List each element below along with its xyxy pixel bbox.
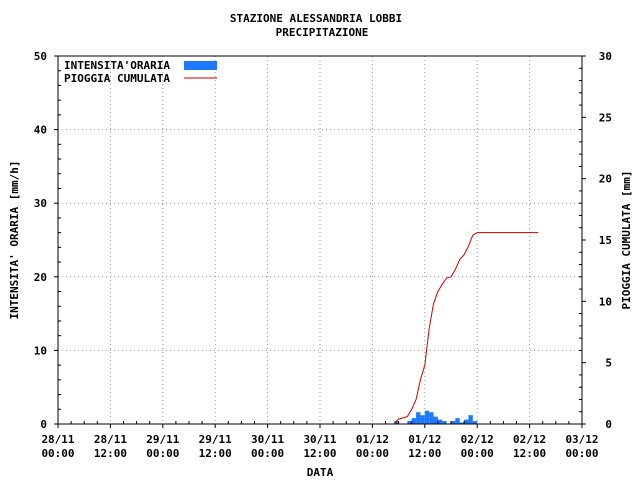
cumulative-line-layer: [393, 232, 539, 425]
x-tick-label-time: 00:00: [146, 447, 179, 460]
intensity-bar: [442, 421, 447, 424]
intensity-bar: [394, 421, 399, 424]
legend: INTENSITA'ORARIA PIOGGIA CUMULATA: [64, 59, 217, 85]
y-left-axis-label: INTENSITA' ORARIA [mm/h]: [8, 161, 21, 320]
x-tick-label-date: 29/11: [146, 433, 179, 446]
x-tick-label-date: 02/12: [461, 433, 494, 446]
y-left-tick-label: 40: [34, 124, 47, 137]
intensity-bars: [394, 410, 478, 424]
x-tick-label-date: 29/11: [199, 433, 232, 446]
intensity-bar: [437, 419, 443, 424]
y-left-tick-label: 50: [34, 50, 47, 63]
y-right-tick-label: 15: [599, 234, 612, 247]
intensity-bar: [451, 421, 456, 424]
intensity-bar: [459, 422, 465, 424]
x-tick-label-time: 12:00: [303, 447, 336, 460]
y-left-tick-label: 20: [34, 271, 47, 284]
y-right-axis-label: PIOGGIA CUMULATA [mm]: [620, 170, 633, 309]
intensity-bar: [429, 412, 434, 424]
x-tick-label-date: 30/11: [251, 433, 284, 446]
y-left-tick-label: 30: [34, 197, 47, 210]
y-right-tick-label: 0: [605, 418, 612, 431]
cumulative-line: [393, 232, 539, 425]
intensity-bar: [468, 415, 473, 424]
x-tick-label-time: 00:00: [41, 447, 74, 460]
intensity-bar: [433, 416, 438, 424]
y-right-tick-label: 10: [599, 295, 612, 308]
x-tick-label-time: 12:00: [94, 447, 127, 460]
x-tick-label-date: 28/11: [41, 433, 74, 446]
grid-lines: [58, 56, 582, 424]
y-left-tick-label: 10: [34, 344, 47, 357]
y-right-tick-label: 25: [599, 111, 612, 124]
intensity-bar: [411, 418, 417, 424]
legend-label-intensity: INTENSITA'ORARIA: [64, 59, 170, 72]
x-axis-label: DATA: [307, 466, 334, 479]
x-tick-label-time: 00:00: [565, 447, 598, 460]
x-tick-label-date: 03/12: [565, 433, 598, 446]
x-tick-label-time: 00:00: [356, 447, 389, 460]
y-right-tick-label: 30: [599, 50, 612, 63]
x-tick-label-time: 12:00: [199, 447, 232, 460]
intensity-bar: [424, 410, 430, 424]
intensity-bar: [407, 421, 412, 424]
x-tick-label-date: 02/12: [513, 433, 546, 446]
x-tick-label-date: 28/11: [94, 433, 127, 446]
y-right-tick-label: 5: [605, 357, 612, 370]
legend-swatch-intensity: [184, 61, 217, 70]
x-tick-label-time: 00:00: [251, 447, 284, 460]
chart-title: STAZIONE ALESSANDRIA LOBBI: [230, 12, 402, 25]
intensity-bar: [455, 418, 460, 424]
x-tick-label-time: 12:00: [513, 447, 546, 460]
y-left-axis-ticks: 0 10 20 30 40 50: [34, 50, 61, 431]
y-right-axis-ticks: 0 5 10 15 20 25 30: [579, 50, 612, 431]
x-tick-label-time: 12:00: [408, 447, 441, 460]
x-axis-ticks: 28/1100:0028/1112:0029/1100:0029/1112:00…: [41, 421, 599, 460]
x-tick-label-date: 01/12: [408, 433, 441, 446]
intensity-bar: [472, 421, 478, 424]
x-tick-label-date: 30/11: [303, 433, 336, 446]
y-right-tick-label: 20: [599, 173, 612, 186]
x-tick-label-date: 01/12: [356, 433, 389, 446]
y-left-tick-label: 0: [40, 418, 47, 431]
chart-subtitle: PRECIPITAZIONE: [276, 26, 369, 39]
intensity-bar: [420, 415, 425, 424]
legend-label-cumulative: PIOGGIA CUMULATA: [64, 72, 170, 85]
intensity-bar: [464, 419, 469, 424]
x-tick-label-time: 00:00: [461, 447, 494, 460]
intensity-bar: [416, 412, 421, 424]
